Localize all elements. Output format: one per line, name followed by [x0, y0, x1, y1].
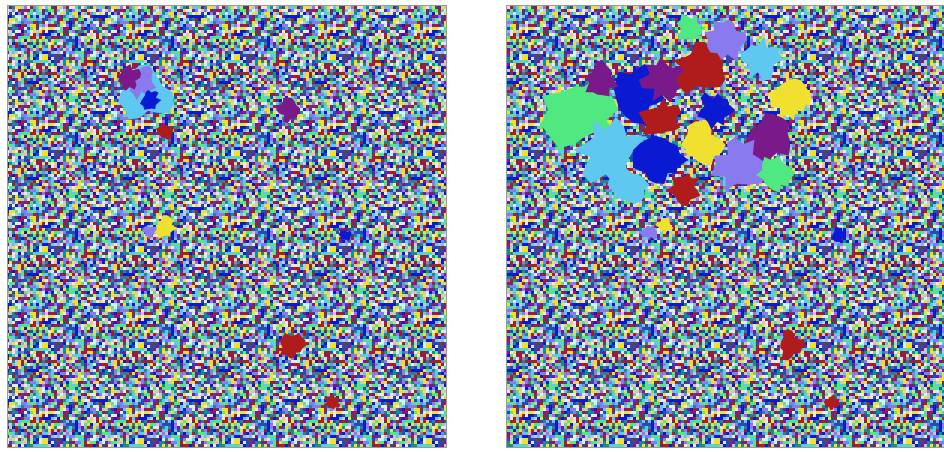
cluster — [710, 137, 768, 191]
cluster — [823, 394, 840, 411]
cluster — [638, 56, 689, 102]
cluster — [673, 41, 726, 95]
cluster — [756, 154, 794, 193]
cluster — [279, 332, 307, 359]
cluster — [666, 173, 701, 207]
cluster — [118, 64, 142, 91]
cluster — [680, 121, 726, 166]
cluster — [780, 328, 806, 361]
clusters-left — [118, 64, 352, 410]
cluster — [697, 92, 736, 130]
cluster — [153, 215, 178, 239]
frame-right — [506, 5, 944, 448]
cluster — [140, 89, 162, 110]
cluster — [769, 78, 813, 121]
cluster — [831, 226, 845, 243]
cluster — [740, 36, 784, 81]
cluster — [323, 394, 341, 410]
clusters-right — [540, 13, 845, 411]
cluster — [638, 97, 682, 135]
cluster — [704, 19, 748, 63]
cluster — [632, 135, 689, 184]
lattice-right — [507, 6, 944, 447]
cluster — [676, 13, 703, 40]
cluster — [142, 226, 157, 240]
cluster — [746, 113, 791, 165]
cluster — [585, 60, 619, 97]
frame-left — [7, 5, 447, 448]
cluster — [640, 224, 658, 240]
cluster — [338, 229, 352, 242]
lattice-left — [8, 6, 446, 447]
cluster — [156, 125, 174, 140]
cluster — [276, 97, 301, 124]
cluster — [655, 217, 674, 233]
cluster — [573, 116, 648, 187]
cluster — [607, 167, 650, 204]
